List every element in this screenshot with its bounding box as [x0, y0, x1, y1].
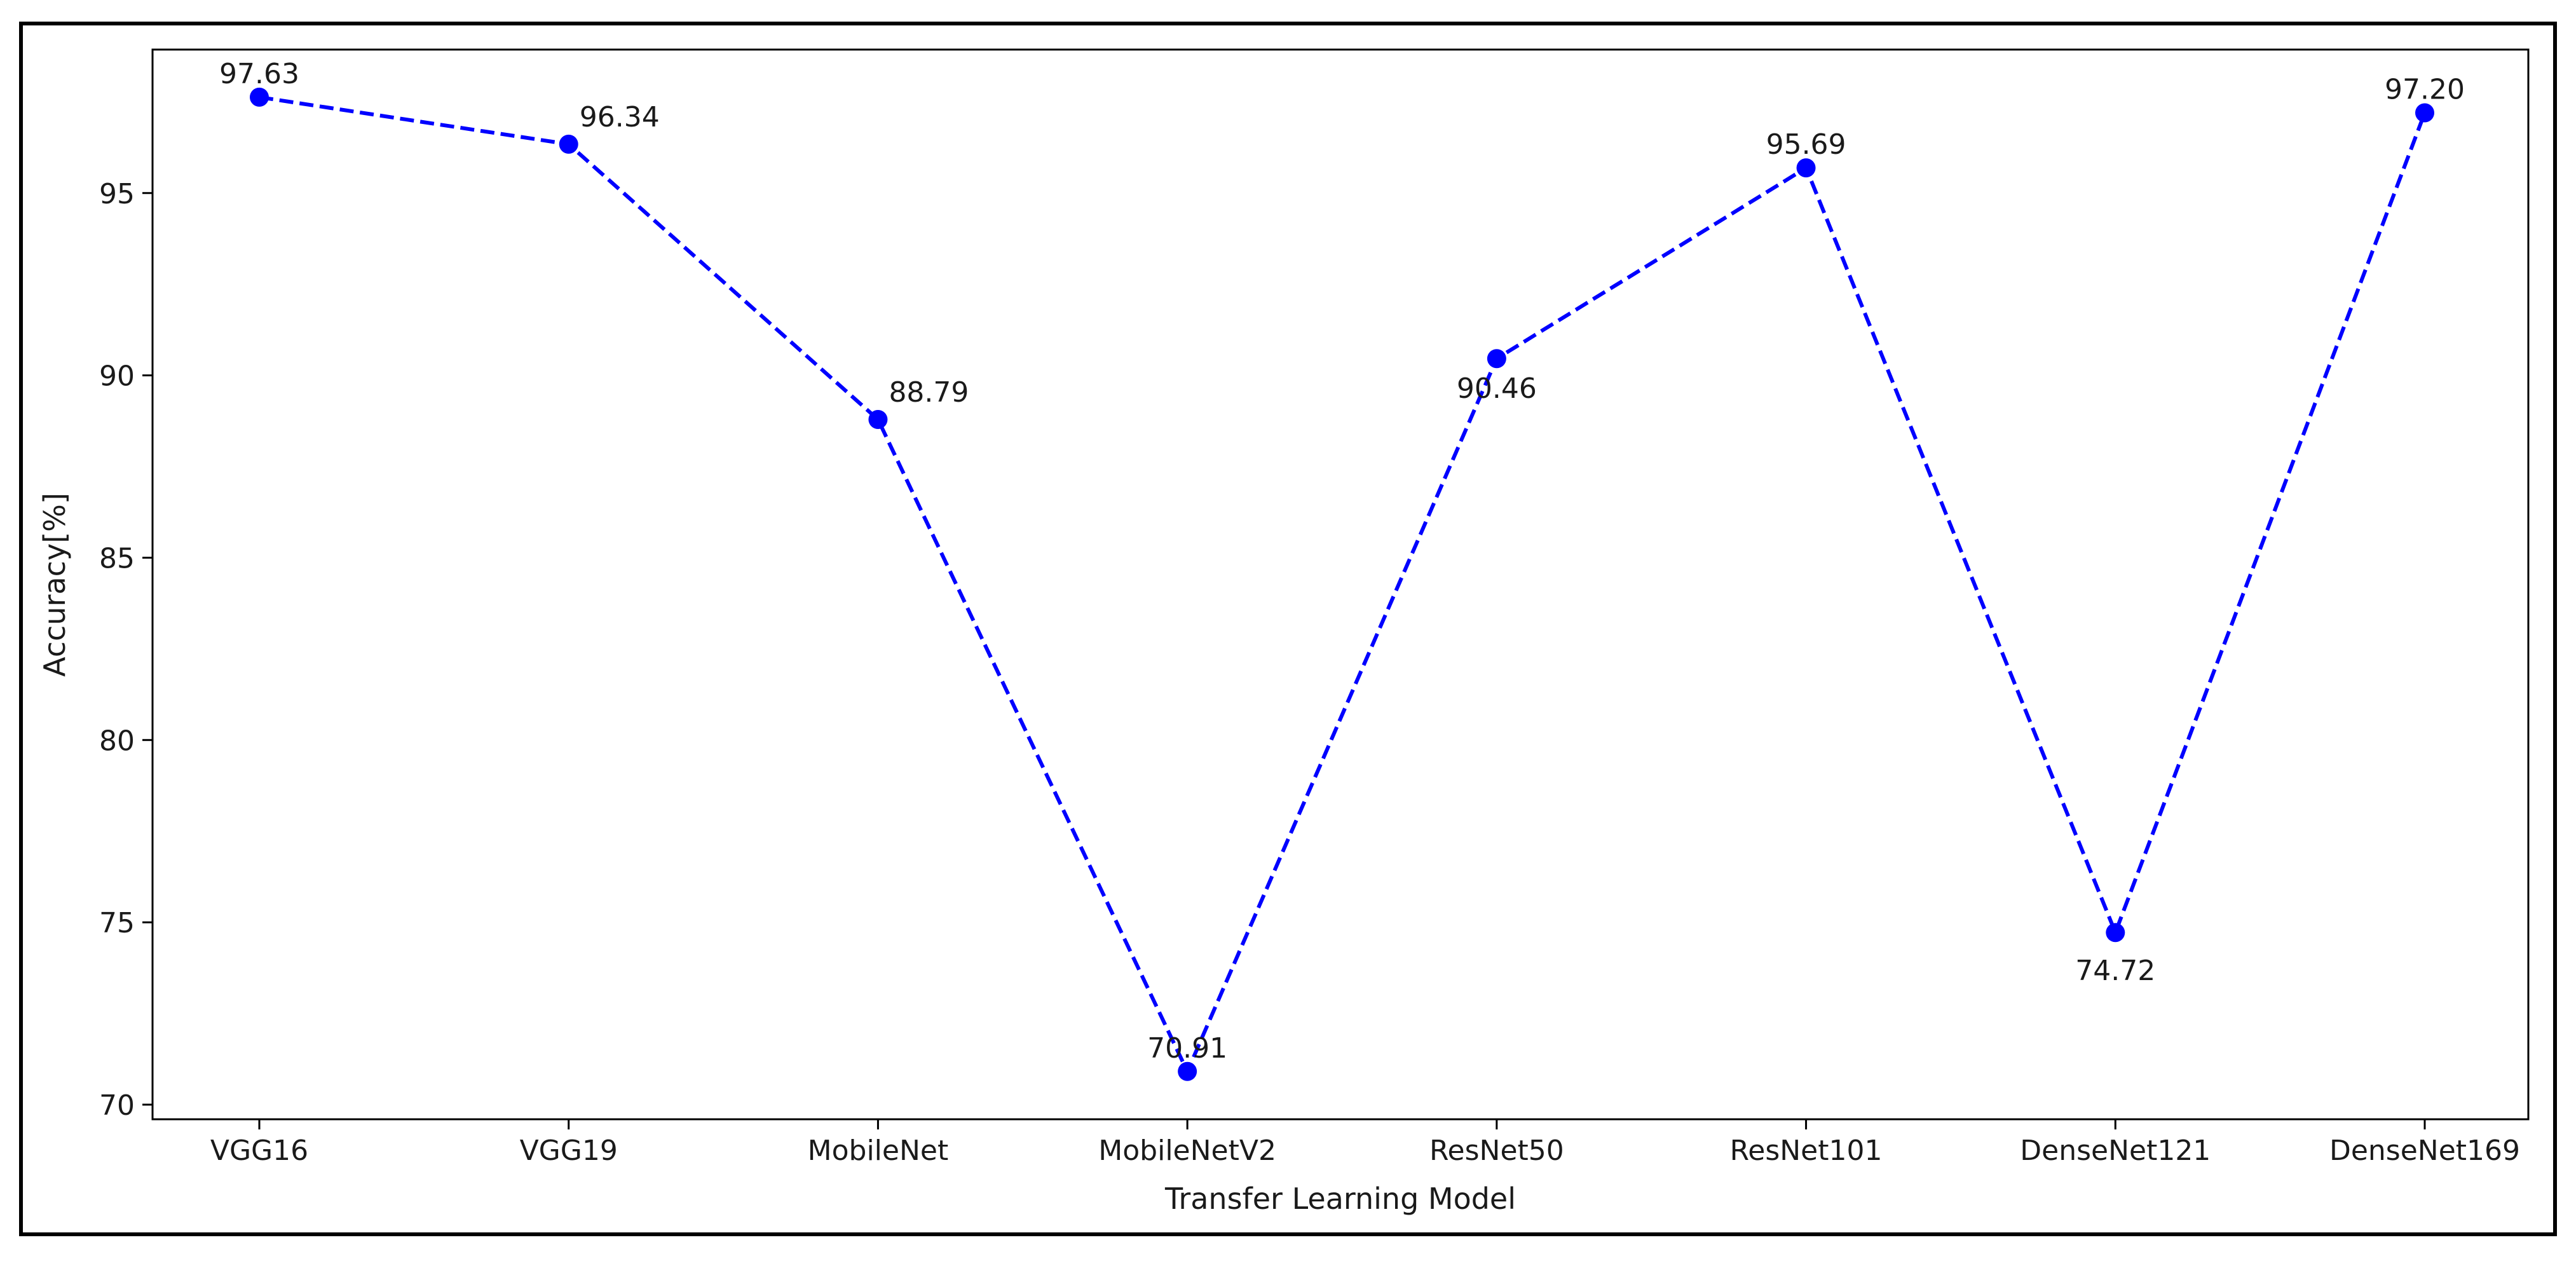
data-label: 97.20	[2385, 74, 2465, 106]
y-tick-label: 80	[99, 725, 135, 757]
data-label: 70.91	[1147, 1032, 1227, 1065]
y-tick-label: 95	[99, 178, 135, 210]
data-point	[1178, 1061, 1197, 1081]
series-layer	[250, 87, 2434, 1081]
data-label-layer: 97.63 96.34 88.79 70.91 90.46 95.69 74.72 97.20	[219, 58, 2465, 1065]
data-point	[1796, 158, 1816, 178]
data-label: 74.72	[2075, 955, 2155, 987]
x-tick-label: MobileNet	[808, 1135, 949, 1167]
outer-border	[19, 22, 2557, 1236]
y-tick-label: 70	[99, 1089, 135, 1122]
data-point	[1487, 349, 1506, 369]
x-axis-label: Transfer Learning Model	[1164, 1182, 1516, 1216]
data-point	[2106, 923, 2125, 943]
data-point	[2415, 103, 2434, 123]
data-label: 90.46	[1457, 372, 1537, 405]
x-tick-label: VGG19	[520, 1135, 618, 1167]
y-tick-label: 75	[99, 907, 135, 939]
x-tick-label: MobileNetV2	[1098, 1135, 1276, 1167]
data-label: 88.79	[889, 376, 969, 409]
y-tick-label: 90	[99, 360, 135, 393]
series-line	[259, 95, 2427, 1077]
x-tick-label: VGG16	[210, 1135, 308, 1167]
x-axis: VGG16 VGG19 MobileNet MobileNetV2 ResNet50 Re…	[210, 1119, 2520, 1167]
plot-area	[151, 48, 2530, 1121]
data-label: 95.69	[1766, 128, 1846, 161]
y-axis-label: Accuracy[%]	[37, 493, 72, 677]
data-label: 96.34	[580, 101, 660, 133]
data-point	[250, 87, 269, 107]
y-axis: 70 75 80 85 90 95	[99, 178, 153, 1122]
y-tick-label: 85	[99, 542, 135, 575]
data-point	[868, 410, 888, 430]
x-tick-label: DenseNet169	[2329, 1135, 2520, 1167]
data-label: 97.63	[219, 58, 299, 90]
x-tick-label: ResNet50	[1429, 1135, 1564, 1167]
x-tick-label: ResNet101	[1730, 1135, 1883, 1167]
data-point	[559, 134, 578, 154]
x-tick-label: DenseNet121	[2020, 1135, 2211, 1167]
